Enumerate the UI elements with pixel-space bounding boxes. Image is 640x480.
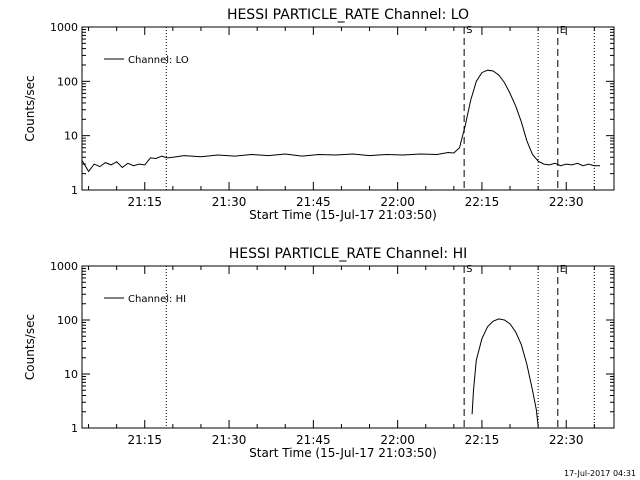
- x-tick-label: 21:45: [296, 195, 331, 209]
- marker-label-s: S: [466, 264, 472, 275]
- x-tick-label: 22:15: [465, 433, 500, 447]
- y-axis-label: Counts/sec: [23, 314, 37, 380]
- y-tick-label: 1000: [50, 21, 78, 34]
- y-tick-label: 100: [57, 75, 78, 88]
- y-tick-label: 1000: [50, 260, 78, 273]
- series-line-lo: [81, 69, 600, 173]
- x-tick-label: 21:15: [127, 433, 162, 447]
- plot-frame: [81, 26, 615, 191]
- chart-title: HESSI PARTICLE_RATE Channel: HI: [229, 246, 467, 262]
- y-axis-label: Counts/sec: [23, 75, 37, 141]
- legend-label: Channel: LO: [128, 55, 189, 66]
- x-tick-label: 22:00: [380, 195, 415, 209]
- chart-panel-hi: HESSI PARTICLE_RATE Channel: HI 1 10 100 100…: [23, 246, 615, 460]
- x-tick-label: 21:45: [296, 433, 331, 447]
- x-tick-label: 22:15: [465, 195, 500, 209]
- y-tick-label: 10: [64, 368, 78, 381]
- series-line-hi: [471, 318, 539, 426]
- marker-label-e: E: [560, 25, 566, 36]
- y-tick-label: 100: [57, 314, 78, 327]
- legend-label: Channel: HI: [128, 294, 186, 305]
- y-tick-label: 1: [71, 184, 78, 197]
- plot-frame: [81, 265, 615, 429]
- generation-timestamp: 17-Jul-2017 04:31: [563, 469, 636, 478]
- y-tick-label: 10: [64, 130, 78, 143]
- x-tick-label: 21:30: [212, 433, 247, 447]
- x-axis-label: Start Time (15-Jul-17 21:03:50): [249, 446, 437, 460]
- x-tick-label: 21:30: [212, 195, 247, 209]
- marker-label-s: S: [466, 25, 472, 36]
- x-axis-label: Start Time (15-Jul-17 21:03:50): [249, 208, 437, 222]
- chart-panel-lo: HESSI PARTICLE_RATE Channel: LO 1 10 100 100…: [23, 7, 615, 222]
- x-tick-label: 22:00: [380, 433, 415, 447]
- x-tick-label: 22:30: [549, 195, 584, 209]
- chart-title: HESSI PARTICLE_RATE Channel: LO: [227, 7, 469, 23]
- x-tick-label: 22:30: [549, 433, 584, 447]
- y-tick-label: 1: [71, 422, 78, 435]
- marker-label-e: E: [560, 264, 566, 275]
- x-tick-label: 21:15: [127, 195, 162, 209]
